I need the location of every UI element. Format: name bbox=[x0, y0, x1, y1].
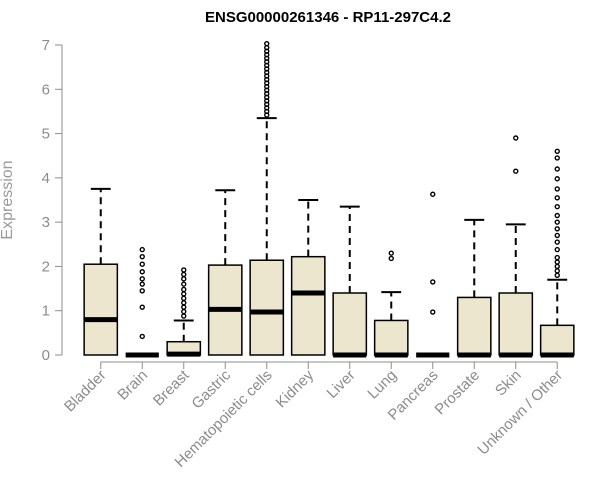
y-tick-label: 5 bbox=[42, 126, 50, 143]
outlier-point bbox=[430, 279, 436, 285]
chart-title: ENSG00000261346 - RP11-297C4.2 bbox=[205, 9, 451, 26]
box-hematopoietic-cells bbox=[249, 40, 285, 356]
box-bladder bbox=[83, 187, 119, 356]
outlier-point bbox=[139, 253, 145, 260]
outlier-point bbox=[554, 195, 560, 201]
box-iqr bbox=[83, 263, 119, 356]
y-axis-label: Expression bbox=[0, 160, 16, 239]
y-tick-label: 7 bbox=[42, 37, 50, 54]
outlier-point bbox=[513, 168, 519, 174]
outlier-point bbox=[554, 272, 560, 278]
box-skin bbox=[498, 135, 534, 358]
x-tick-label: Brain bbox=[114, 367, 151, 404]
box-unknown-other bbox=[539, 148, 575, 358]
outlier-point bbox=[554, 239, 560, 245]
outlier-point bbox=[430, 191, 436, 197]
outlier-point bbox=[554, 226, 560, 232]
outlier-point bbox=[554, 176, 560, 182]
box-breast bbox=[166, 267, 202, 357]
y-tick-label: 0 bbox=[42, 347, 50, 364]
y-tick-label: 4 bbox=[42, 170, 50, 187]
y-tick-label: 1 bbox=[42, 303, 50, 320]
box-iqr bbox=[539, 324, 575, 356]
x-tick-label: Bladder bbox=[61, 367, 110, 416]
outlier-point bbox=[554, 155, 560, 161]
box-liver bbox=[332, 205, 368, 358]
outlier-point bbox=[388, 250, 394, 256]
box-iqr bbox=[498, 292, 534, 356]
outlier-point bbox=[554, 148, 560, 154]
boxes-group bbox=[83, 40, 575, 358]
box-kidney bbox=[290, 199, 326, 356]
box-prostate bbox=[456, 218, 492, 358]
box-brain bbox=[125, 246, 159, 358]
box-iqr bbox=[249, 259, 285, 356]
outlier-point bbox=[181, 291, 187, 297]
outlier-point bbox=[181, 281, 187, 287]
outlier-point bbox=[181, 308, 187, 315]
outlier-point bbox=[181, 313, 187, 319]
box-pancreas bbox=[416, 191, 450, 358]
outlier-point bbox=[181, 267, 187, 273]
box-iqr bbox=[373, 319, 409, 356]
outlier-point bbox=[554, 263, 560, 270]
outlier-point bbox=[139, 246, 145, 253]
outlier-point bbox=[554, 268, 560, 274]
outlier-point bbox=[554, 166, 560, 172]
outlier-point bbox=[139, 333, 145, 340]
outlier-point bbox=[554, 246, 560, 253]
outlier-point bbox=[181, 295, 187, 302]
outlier-point bbox=[264, 40, 270, 47]
box-iqr bbox=[456, 296, 492, 356]
y-tick-label: 6 bbox=[42, 81, 50, 98]
outlier-point bbox=[554, 186, 560, 192]
outlier-point bbox=[181, 300, 187, 306]
x-tick-label: Breast bbox=[150, 366, 193, 409]
outlier-point bbox=[181, 276, 187, 282]
y-tick-label: 3 bbox=[42, 214, 50, 231]
outlier-point bbox=[388, 255, 394, 262]
x-tick-label: Kidney bbox=[273, 366, 318, 411]
outlier-point bbox=[554, 254, 560, 261]
outlier-point bbox=[554, 259, 560, 265]
outlier-point bbox=[181, 304, 187, 310]
outlier-point bbox=[181, 286, 187, 293]
x-tick-label: Lung bbox=[364, 367, 400, 403]
outlier-point bbox=[554, 232, 560, 239]
outlier-point bbox=[554, 212, 560, 219]
box-gastric bbox=[207, 189, 243, 356]
x-tick-label: Prostate bbox=[432, 367, 484, 419]
outlier-point bbox=[554, 219, 560, 225]
box-iqr bbox=[290, 255, 326, 356]
outlier-point bbox=[139, 288, 145, 294]
outlier-point bbox=[554, 203, 560, 210]
y-axis: 0 1 2 3 4 5 6 7 bbox=[42, 37, 63, 364]
x-tick-label: Liver bbox=[324, 367, 359, 402]
outlier-point bbox=[513, 135, 519, 141]
x-tick-label: Skin bbox=[492, 367, 525, 400]
outlier-point bbox=[139, 281, 145, 287]
outlier-point bbox=[139, 304, 145, 310]
outlier-point bbox=[181, 271, 187, 278]
outlier-point bbox=[139, 269, 145, 275]
box-iqr bbox=[332, 292, 368, 356]
outlier-point bbox=[430, 309, 436, 315]
outlier-point bbox=[139, 261, 145, 267]
y-tick-label: 2 bbox=[42, 258, 50, 275]
box-lung bbox=[373, 250, 409, 358]
outlier-point bbox=[139, 276, 145, 282]
